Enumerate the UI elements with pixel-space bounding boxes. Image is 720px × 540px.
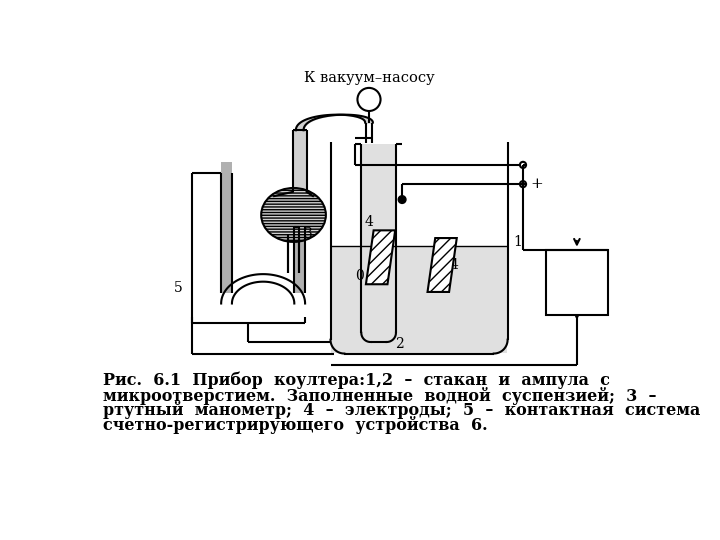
Text: 4: 4 bbox=[449, 258, 458, 272]
Bar bbox=[546, 249, 608, 315]
Bar bbox=[331, 247, 507, 353]
Text: Рис.  6.1  Прибор  коултера:1,2  –  стакан  и  ампула  с: Рис. 6.1 Прибор коултера:1,2 – стакан и … bbox=[102, 372, 610, 389]
Text: 1: 1 bbox=[514, 235, 523, 249]
Bar bbox=[294, 215, 305, 293]
Text: 5: 5 bbox=[174, 281, 183, 295]
Text: 0: 0 bbox=[356, 269, 364, 284]
Text: +: + bbox=[531, 177, 544, 191]
Text: микроотверстием.  Заполненные  водной  суспензией;  3  –: микроотверстием. Заполненные водной сусп… bbox=[102, 387, 656, 404]
Bar bbox=[362, 144, 395, 341]
Bar bbox=[293, 130, 307, 192]
Text: счетно-регистрирующего  устройства  6.: счетно-регистрирующего устройства 6. bbox=[102, 416, 487, 434]
Bar bbox=[221, 162, 232, 293]
Text: ртутный  манометр;  4  –  электроды;  5  –  контактная  система: ртутный манометр; 4 – электроды; 5 – кон… bbox=[102, 401, 700, 419]
Polygon shape bbox=[428, 238, 456, 292]
Circle shape bbox=[398, 195, 406, 204]
Text: 2: 2 bbox=[395, 337, 404, 351]
Text: 6: 6 bbox=[571, 273, 583, 291]
Text: 3: 3 bbox=[304, 227, 312, 241]
Ellipse shape bbox=[261, 188, 326, 242]
Polygon shape bbox=[366, 231, 395, 284]
Text: К вакуум–насосу: К вакуум–насосу bbox=[304, 71, 434, 85]
Circle shape bbox=[357, 88, 381, 111]
Text: 4: 4 bbox=[364, 215, 374, 230]
